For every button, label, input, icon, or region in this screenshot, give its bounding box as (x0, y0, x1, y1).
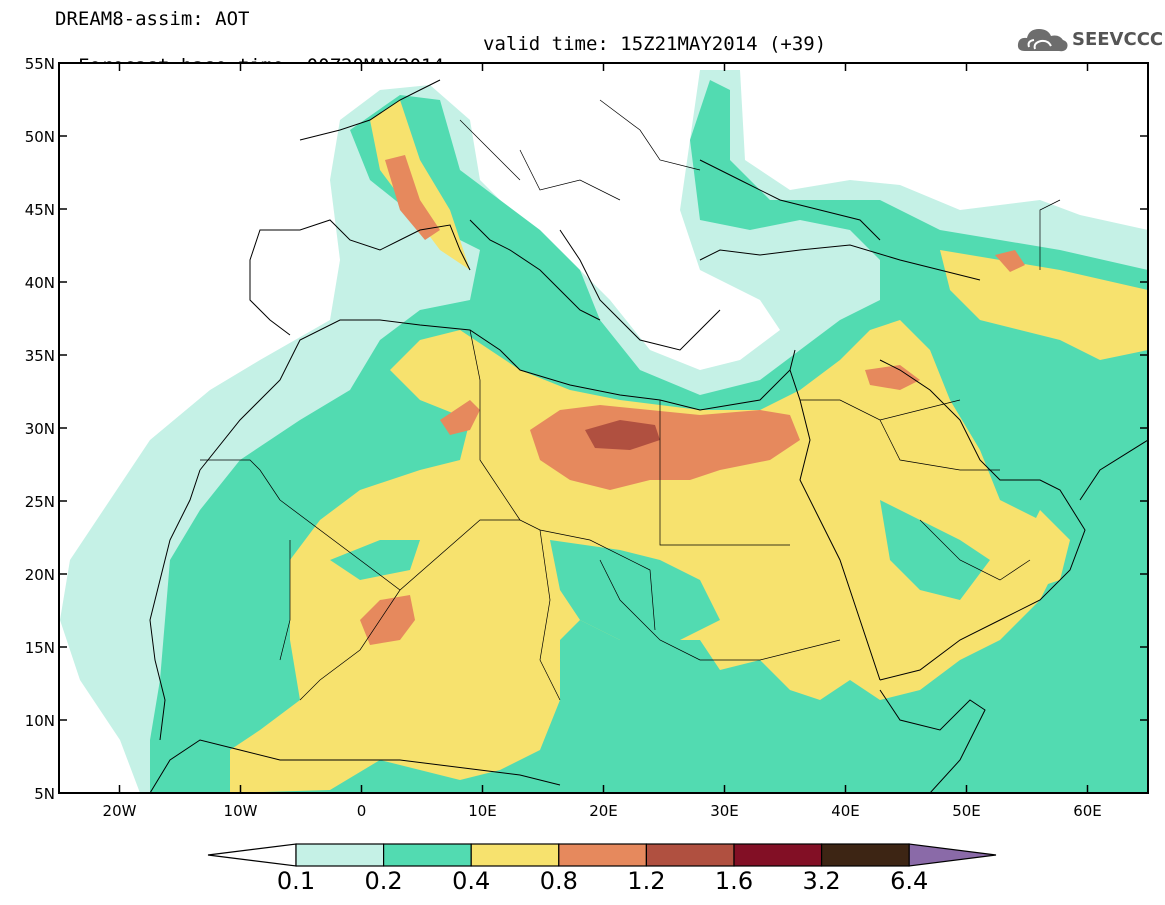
coastlines (149, 79, 1148, 793)
aot-contour-0.4-east (940, 250, 1148, 360)
colorbar-swatch (470, 843, 560, 867)
colorbar-swatch (733, 843, 823, 867)
lon-label: 20E (589, 802, 618, 820)
aot-contour-0.8-iraq (865, 365, 920, 390)
colorbar-swatch (295, 843, 385, 867)
lat-label: 25N (25, 493, 55, 511)
aot-contour-0.8-france (385, 155, 440, 240)
aot-field (59, 63, 1148, 793)
lon-label: 20W (103, 802, 137, 820)
lon-label: 60E (1073, 802, 1102, 820)
lat-label: 30N (25, 420, 55, 438)
aot-contour-0.8 (530, 405, 800, 490)
colorbar-label: 1.2 (627, 867, 666, 895)
lat-label: 55N (25, 55, 55, 73)
colorbar-label: 0.8 (539, 867, 578, 895)
valid-time-label: valid time: 15Z21MAY2014 (+39) (483, 33, 827, 55)
aot-contour-0.8-caspian (995, 250, 1025, 272)
lon-label: 10E (468, 802, 497, 820)
aot-contour-0.4-north (370, 100, 470, 270)
colorbar-labels: 0.1 0.2 0.4 0.8 1.2 1.6 3.2 6.4 (0, 867, 1165, 897)
aot-contour-0.8-algeria (440, 400, 480, 435)
colorbar-label: 0.4 (452, 867, 491, 895)
colorbar-swatch (645, 843, 735, 867)
colorbar (207, 843, 997, 867)
map-title: DREAM8-assim: AOT (55, 8, 250, 30)
lat-label: 35N (25, 347, 55, 365)
lon-label: 40E (831, 802, 860, 820)
latitude-axis: 55N 50N 45N 40N 35N 30N 25N 20N 15N 10N 5N (25, 55, 1148, 803)
lat-label: 5N (34, 785, 55, 803)
colorbar-swatch (820, 843, 910, 867)
lat-label: 45N (25, 201, 55, 219)
aot-contour-0.8-chad (360, 595, 415, 645)
lon-label: 10W (224, 802, 258, 820)
lon-label: 0 (357, 802, 367, 820)
aot-contour-green-mali (330, 540, 420, 580)
lat-label: 50N (25, 128, 55, 146)
cloud-icon (1017, 29, 1068, 52)
colorbar-overflow (908, 843, 997, 867)
country-borders (200, 99, 1061, 701)
lat-label: 10N (25, 712, 55, 730)
longitude-axis: 20W 10W 0 10E 20E 30E 40E 50E 60E (103, 63, 1102, 820)
colorbar-swatch (383, 843, 472, 867)
lat-label: 40N (25, 274, 55, 292)
lon-label: 30E (710, 802, 739, 820)
lat-label: 15N (25, 639, 55, 657)
aot-contour-green-arabia (880, 500, 990, 600)
aot-contour-green-sahel (550, 540, 720, 640)
aot-contour-0.4-arabia (1020, 510, 1070, 590)
colorbar-label: 0.2 (364, 867, 403, 895)
lat-label: 20N (25, 566, 55, 584)
logo-text: SEEVCCC (1072, 29, 1164, 50)
colorbar-label: 6.4 (890, 867, 929, 895)
colorbar-label: 0.1 (276, 867, 316, 895)
colorbar-swatch (558, 843, 647, 867)
aot-contour-1.2 (585, 420, 660, 450)
lon-label: 50E (952, 802, 981, 820)
seevccc-logo: SEEVCCC (1015, 23, 1163, 57)
colorbar-underflow (207, 843, 297, 867)
colorbar-label: 3.2 (802, 867, 841, 895)
colorbar-label: 1.6 (714, 867, 754, 895)
